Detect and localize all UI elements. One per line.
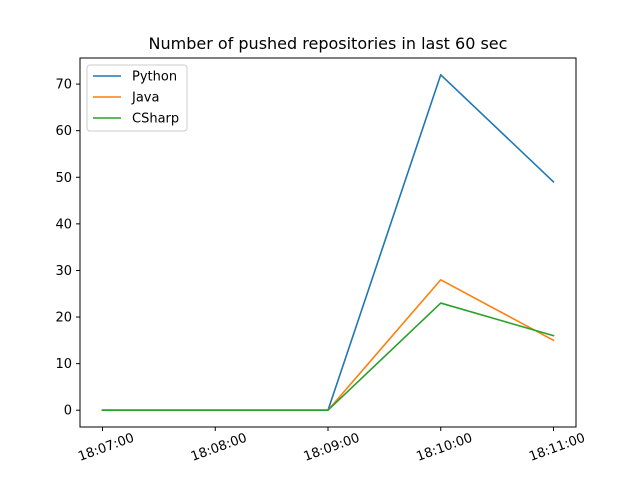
y-tick-label: 20 [55,311,72,326]
chart-title: Number of pushed repositories in last 60… [149,34,508,53]
y-tick-label: 10 [55,357,72,372]
series-line-java [101,278,555,412]
legend-label-java: Java [131,91,159,106]
series-line-csharp [101,302,555,412]
y-tick-label: 50 [55,171,72,186]
y-tick-label: 60 [55,124,72,139]
series-layer [101,73,555,412]
y-tick-label: 30 [55,264,72,279]
legend-label-python: Python [132,70,177,85]
x-tick-label: 18:08:00 [189,431,249,465]
y-tick-label: 0 [64,404,72,419]
legend-box [86,64,188,132]
y-tick-label: 40 [55,217,72,232]
legend-label-csharp: CSharp [132,112,179,127]
y-tick-label: 70 [55,78,72,93]
legend: Python Java CSharp [86,64,188,132]
x-tick-label: 18:10:00 [415,431,475,465]
x-axis: 18:07:00 18:08:00 18:09:00 18:10:00 18:11:00 [76,427,587,465]
y-axis: 0 10 20 30 40 50 60 70 [55,78,80,419]
x-tick-label: 18:07:00 [76,431,136,465]
x-tick-label: 18:11:00 [527,431,587,465]
x-tick-label: 18:09:00 [302,431,362,465]
